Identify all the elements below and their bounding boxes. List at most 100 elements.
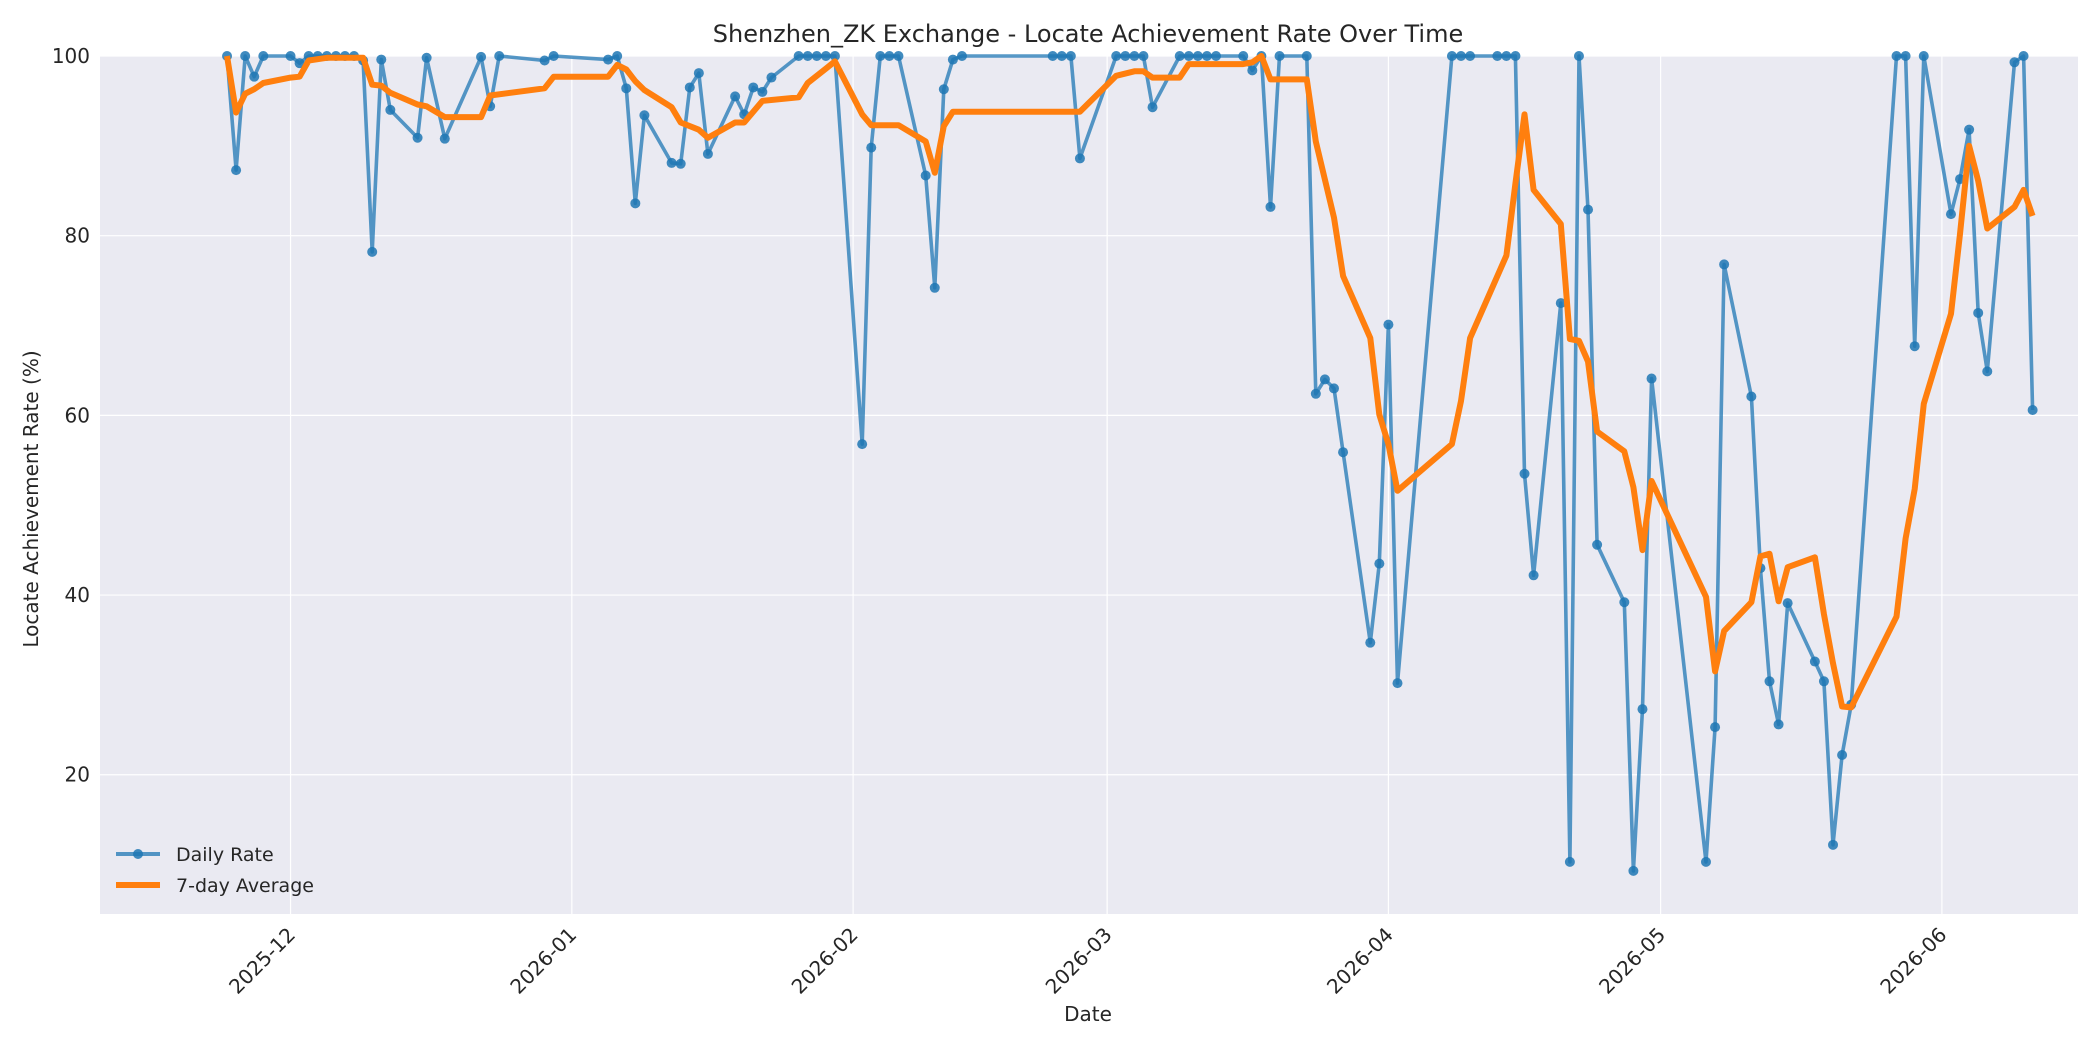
daily-rate-point [829,51,840,61]
daily-rate-point [866,142,877,153]
daily-rate-point [1891,51,1902,61]
daily-rate-point [1964,124,1975,135]
daily-rate-point [857,439,868,450]
daily-rate-point [802,51,813,61]
daily-rate-point [1247,65,1258,76]
daily-rate-point [1274,51,1285,61]
daily-rate-point [1465,51,1476,61]
x-tick-label: 2026-03 [1041,923,1117,999]
x-tick-label: 2026-06 [1875,923,1951,999]
daily-rate-point [1446,51,1457,61]
daily-rate-point [684,82,695,93]
x-tick-label: 2026-05 [1594,923,1670,999]
daily-rate-point [1700,856,1711,867]
daily-rate-point [929,282,940,293]
plot-area [100,56,2078,914]
daily-rate-point [439,133,450,144]
daily-rate-point [2027,404,2038,415]
daily-rate-point [1828,839,1839,850]
daily-rate-point [1456,51,1467,61]
daily-rate-point [1746,391,1757,402]
daily-rate-point [730,91,741,102]
daily-rate-point [621,83,632,94]
daily-rate-point [240,51,251,61]
daily-rate-point [1637,704,1648,715]
daily-rate-point [1945,209,1956,220]
daily-rate-point [612,51,623,61]
daily-rate-point [1583,204,1594,215]
x-tick-label: 2025-12 [224,923,300,999]
legend-label-average: 7-day Average [176,875,314,897]
daily-rate-point [1764,676,1775,687]
daily-rate-point [285,51,296,61]
daily-rate-point [884,51,895,61]
daily-rate-point [367,246,378,257]
daily-rate-point [1501,51,1512,61]
daily-rate-point [1201,51,1212,61]
daily-rate-point [820,51,831,61]
daily-rate-point [548,51,559,61]
chart-title: Shenzhen_ZK Exchange - Locate Achievemen… [713,20,1464,48]
daily-rate-point [920,170,931,181]
daily-rate-point [476,51,487,62]
daily-rate-point [1310,388,1321,399]
daily-rate-point [294,58,305,69]
daily-rate-point [1837,749,1848,760]
daily-rate-point [1065,51,1076,61]
daily-rate-point [811,51,822,61]
daily-rate-point [2009,57,2020,68]
daily-rate-point [1238,51,1249,61]
daily-rate-point [1592,539,1603,550]
daily-rate-point [249,71,260,82]
legend: Daily Rate 7-day Average [116,844,314,897]
daily-rate-point [893,51,904,61]
daily-rate-point [1528,570,1539,581]
y-tick-label: 80 [65,224,90,248]
x-tick-label: 2026-02 [787,923,863,999]
daily-rate-point [603,54,614,65]
daily-rate-point [1328,383,1339,394]
daily-rate-point [1782,598,1793,609]
daily-rate-point [1900,51,1911,61]
daily-rate-point [1338,447,1349,458]
daily-rate-point [675,158,686,169]
daily-rate-point [1074,153,1085,164]
daily-rate-point [639,110,650,121]
daily-rate-point [1192,51,1203,61]
daily-rate-point [1147,102,1158,113]
daily-rate-point [412,132,423,143]
x-tick-label: 2026-04 [1322,923,1398,999]
daily-rate-point [947,54,958,65]
daily-rate-point [1047,51,1058,61]
daily-rate-point [1982,366,1993,377]
seven-day-average-line [224,53,2036,711]
daily-rate-point [1301,51,1312,61]
x-tick-label: 2026-01 [505,923,581,999]
daily-rate-point [748,82,759,93]
y-axis-ticks: 20 40 60 80 100 [52,44,90,787]
y-tick-label: 100 [52,44,90,68]
daily-rate-point [766,72,777,83]
daily-rate-point [385,104,396,115]
daily-rate-point [1564,856,1575,867]
daily-rate-point [757,86,768,97]
daily-rate-point [1211,51,1222,61]
daily-rate-point [1519,468,1530,479]
daily-rate-point [1365,637,1376,648]
daily-rate-point [231,165,242,176]
daily-rate-point [1120,51,1131,61]
daily-rate-point [1510,51,1521,61]
daily-rate-point [666,157,677,168]
daily-rate-point [1265,201,1276,212]
daily-rate-point [1392,678,1403,689]
daily-rate-point [1628,865,1639,876]
daily-rate-point [1383,319,1394,330]
daily-rate-point [2018,51,2029,61]
daily-rate-point [1646,373,1657,384]
series-layer [222,51,2038,876]
daily-rate-point [630,198,641,209]
daily-rate-point [1619,597,1630,608]
daily-rate-point [693,68,704,79]
x-axis-label: Date [1064,1002,1112,1026]
